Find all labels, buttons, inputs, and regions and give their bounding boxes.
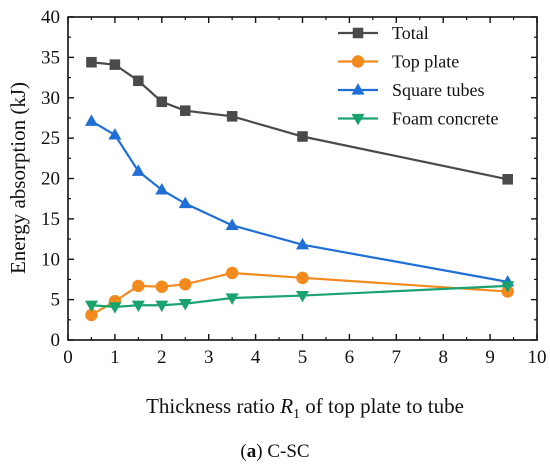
x-tick-label: 1 [110, 347, 120, 368]
x-tick-label: 6 [345, 347, 355, 368]
data-point [179, 278, 192, 291]
data-point [226, 111, 238, 122]
x-tick-label: 3 [204, 347, 214, 368]
data-point [296, 271, 309, 285]
x-tick-label: 9 [485, 347, 495, 368]
data-point [225, 218, 239, 230]
data-point [501, 281, 515, 293]
x-tick-label: 4 [251, 347, 261, 368]
x-tick-label: 2 [157, 347, 167, 368]
legend-label: Total [392, 23, 429, 43]
legend-label: Top plate [392, 52, 459, 72]
legend-label: Foam concrete [392, 109, 498, 129]
figure-caption: (a) C-SC [240, 441, 310, 462]
data-point [295, 290, 310, 303]
x-tick-label: 8 [438, 347, 448, 368]
legend-item: Top plate [338, 52, 459, 72]
x-axis-title-post: of top plate to tube [300, 394, 464, 418]
y-tick-label: 20 [41, 169, 60, 190]
axes: 0 1 2 3 4 5 6 7 8 9 10 0 5 10 15 20 25 30 35 40 [41, 7, 547, 368]
energy-absorption-chart: 0 1 2 3 4 5 6 7 8 9 10 0 5 10 15 20 25 30 35 40 Total Top pl… [6, 7, 547, 422]
data-point [133, 75, 144, 87]
data-point [84, 300, 98, 313]
data-point [155, 300, 169, 313]
data-point [297, 131, 308, 142]
data-point [178, 196, 192, 209]
legend-item: Total [338, 23, 429, 43]
caption-text: C-SC [262, 441, 310, 462]
data-point [85, 308, 98, 322]
data-point [86, 56, 97, 68]
legend-swatch-marker [351, 113, 365, 126]
x-axis-title-var: R [279, 394, 293, 418]
data-point [178, 299, 192, 311]
series-top-plate [85, 266, 514, 322]
data-point [132, 279, 145, 293]
y-tick-label: 35 [41, 47, 60, 68]
data-point [131, 300, 145, 313]
data-point [108, 302, 122, 314]
y-tick-label: 10 [41, 249, 60, 270]
data-point [225, 293, 239, 305]
data-point [502, 174, 513, 185]
caption-label: a [246, 441, 257, 462]
data-point [295, 237, 310, 250]
legend-label: Square tubes [392, 80, 484, 100]
y-tick-label: 25 [41, 128, 60, 149]
y-tick-label: 15 [41, 209, 60, 230]
data-point [155, 182, 169, 195]
data-point [109, 59, 121, 70]
x-tick-label: 10 [528, 347, 547, 368]
x-axis-title-pre: Thickness ratio [146, 394, 280, 418]
x-tick-label: 0 [63, 347, 73, 368]
legend-swatch-marker [352, 27, 364, 39]
data-point [108, 128, 122, 140]
data-point [179, 105, 191, 116]
y-tick-label: 5 [51, 290, 61, 311]
series-layer [84, 56, 515, 322]
data-point [225, 266, 239, 280]
data-point [131, 164, 145, 176]
data-point [84, 114, 98, 126]
legend-swatch-marker [351, 83, 365, 95]
y-tick-label: 40 [41, 7, 60, 28]
legend-item: Foam concrete [338, 109, 498, 129]
x-axis-title: Thickness ratio R1 of top plate to tube [146, 394, 464, 422]
y-axis-title: Energy absorption (kJ) [6, 82, 30, 274]
y-tick-label: 0 [51, 330, 61, 351]
legend: Total Top plate Square tubes Foam concrete [338, 23, 498, 129]
x-tick-label: 7 [392, 347, 402, 368]
data-point [156, 96, 168, 108]
legend-item: Square tubes [338, 80, 484, 100]
x-tick-label: 5 [298, 347, 308, 368]
series-foam-concrete [84, 281, 515, 314]
series-line [90, 120, 508, 283]
y-tick-label: 30 [41, 88, 60, 109]
x-axis-title-sub: 1 [293, 407, 300, 422]
series-total [86, 56, 513, 185]
data-point [155, 280, 168, 293]
legend-swatch-marker [351, 55, 365, 68]
